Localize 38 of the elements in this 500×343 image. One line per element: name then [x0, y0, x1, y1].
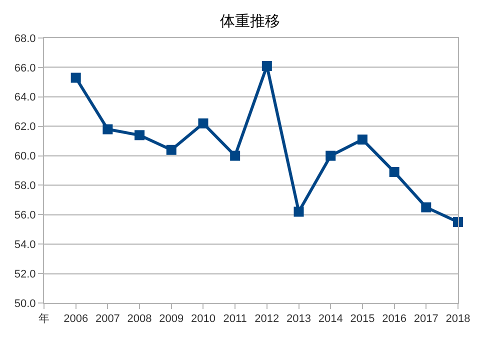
y-tick-label: 62.0	[14, 121, 36, 134]
x-tick-label: 2014	[318, 313, 343, 326]
point	[198, 118, 208, 128]
point	[134, 130, 145, 140]
y-tick-label: 56.0	[14, 210, 36, 222]
y-tick-label: 66.0	[14, 62, 36, 74]
point	[357, 134, 368, 145]
chart-title: 体重推移	[220, 12, 280, 30]
x-tick-label: 2013	[286, 313, 312, 326]
point	[294, 206, 304, 217]
x-tick-label: 2008	[127, 313, 152, 326]
point	[326, 150, 336, 161]
point	[230, 150, 240, 161]
y-tick-label: 50.0	[14, 298, 36, 310]
x-tick-label: 2015	[350, 313, 375, 326]
x-tick-label: 年	[38, 313, 50, 326]
x-tick-label: 2012	[254, 313, 280, 326]
point	[70, 72, 81, 83]
point	[389, 166, 400, 177]
point	[262, 60, 272, 71]
x-tick-label: 2007	[95, 313, 120, 326]
x-tick-label: 2009	[159, 313, 184, 326]
point	[166, 144, 176, 155]
point	[421, 202, 432, 212]
y-tick-label: 60.0	[14, 150, 36, 163]
x-tick-label: 2006	[64, 313, 88, 326]
y-tick-label: 52.0	[14, 268, 36, 280]
point	[102, 124, 113, 134]
x-tick-label: 2018	[446, 313, 470, 326]
x-tick-label: 2016	[382, 313, 407, 326]
x-tick-label: 2017	[414, 313, 438, 326]
y-tick-label: 68.0	[14, 32, 36, 45]
x-tick-label: 2010	[190, 313, 216, 326]
y-tick-label: 64.0	[14, 92, 36, 104]
point	[453, 217, 463, 228]
y-tick-label: 58.0	[14, 180, 36, 192]
y-tick-label: 54.0	[14, 238, 36, 251]
x-tick-label: 2011	[223, 313, 247, 326]
